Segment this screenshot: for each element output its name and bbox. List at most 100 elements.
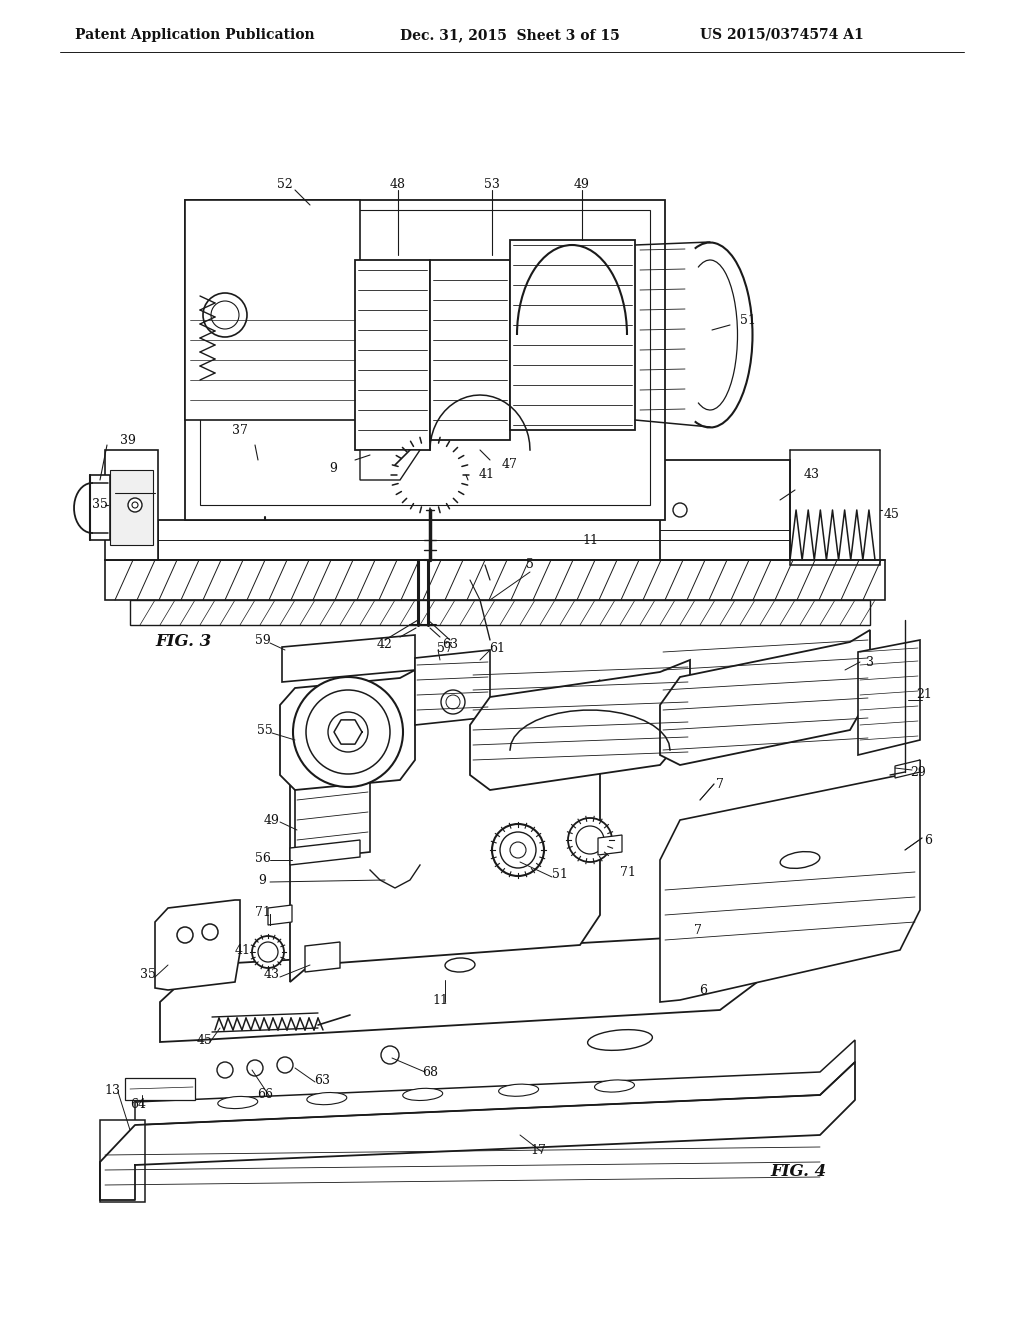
Polygon shape	[415, 649, 490, 725]
Polygon shape	[185, 201, 665, 520]
Text: FIG. 3: FIG. 3	[155, 634, 211, 651]
Text: 7: 7	[694, 924, 701, 936]
Text: 51: 51	[552, 869, 568, 882]
Text: 17: 17	[530, 1143, 546, 1156]
Circle shape	[673, 503, 687, 517]
Text: 6: 6	[924, 833, 932, 846]
Text: 29: 29	[910, 766, 926, 779]
Circle shape	[500, 832, 536, 869]
Circle shape	[258, 942, 278, 962]
Circle shape	[203, 293, 247, 337]
Circle shape	[231, 441, 299, 510]
Polygon shape	[280, 671, 415, 789]
Polygon shape	[100, 1119, 145, 1203]
Circle shape	[575, 826, 604, 854]
Ellipse shape	[588, 1030, 652, 1051]
Polygon shape	[160, 906, 780, 1041]
Text: 63: 63	[314, 1073, 330, 1086]
Circle shape	[293, 677, 403, 787]
Circle shape	[404, 449, 456, 502]
Text: 6: 6	[699, 983, 707, 997]
Circle shape	[177, 927, 193, 942]
Polygon shape	[282, 635, 415, 682]
Polygon shape	[105, 560, 885, 601]
Ellipse shape	[445, 958, 475, 972]
Text: US 2015/0374574 A1: US 2015/0374574 A1	[700, 28, 864, 42]
Polygon shape	[295, 780, 370, 861]
Polygon shape	[100, 1125, 135, 1200]
Polygon shape	[360, 450, 420, 480]
Ellipse shape	[218, 1097, 258, 1109]
Text: 39: 39	[120, 433, 136, 446]
Circle shape	[568, 818, 612, 862]
Text: 63: 63	[442, 639, 458, 652]
Ellipse shape	[499, 1084, 539, 1097]
Text: 49: 49	[264, 813, 280, 826]
Polygon shape	[105, 450, 158, 560]
Text: 47: 47	[502, 458, 518, 471]
Polygon shape	[268, 906, 292, 925]
Polygon shape	[660, 630, 870, 766]
Text: 64: 64	[130, 1098, 146, 1111]
Text: 35: 35	[140, 969, 156, 982]
Polygon shape	[290, 680, 600, 982]
Text: 68: 68	[422, 1065, 438, 1078]
Text: 3: 3	[866, 656, 874, 668]
Text: 56: 56	[255, 851, 271, 865]
Text: 9: 9	[258, 874, 266, 887]
Polygon shape	[290, 840, 360, 865]
Circle shape	[217, 1063, 233, 1078]
Circle shape	[252, 936, 284, 968]
Circle shape	[420, 465, 440, 484]
Polygon shape	[90, 475, 110, 540]
Text: 11: 11	[432, 994, 449, 1006]
Text: 41: 41	[479, 469, 495, 482]
Circle shape	[394, 440, 466, 511]
Text: 43: 43	[264, 969, 280, 982]
Circle shape	[492, 824, 544, 876]
Polygon shape	[660, 760, 920, 1002]
Circle shape	[202, 924, 218, 940]
Ellipse shape	[307, 1093, 347, 1105]
Text: 7: 7	[716, 779, 724, 792]
Text: 9: 9	[329, 462, 337, 474]
FancyBboxPatch shape	[125, 1078, 195, 1100]
Text: 11: 11	[582, 533, 598, 546]
Text: Dec. 31, 2015  Sheet 3 of 15: Dec. 31, 2015 Sheet 3 of 15	[400, 28, 620, 42]
Text: 53: 53	[484, 178, 500, 191]
Polygon shape	[200, 210, 650, 506]
Text: 59: 59	[255, 634, 271, 647]
Polygon shape	[158, 520, 790, 560]
Polygon shape	[510, 240, 635, 430]
Circle shape	[223, 433, 307, 517]
Circle shape	[132, 502, 138, 508]
Polygon shape	[305, 942, 340, 972]
Text: 71: 71	[621, 866, 636, 879]
Circle shape	[328, 711, 368, 752]
Text: 5: 5	[526, 558, 534, 572]
Polygon shape	[660, 459, 790, 560]
Text: 35: 35	[92, 499, 108, 511]
Text: 48: 48	[390, 178, 406, 191]
Text: Patent Application Publication: Patent Application Publication	[75, 28, 314, 42]
Text: 55: 55	[257, 723, 272, 737]
Text: 51: 51	[740, 314, 756, 326]
Text: 45: 45	[884, 508, 900, 521]
Text: 37: 37	[232, 424, 248, 437]
Polygon shape	[185, 201, 360, 420]
Text: 52: 52	[278, 178, 293, 191]
Circle shape	[247, 1060, 263, 1076]
Polygon shape	[598, 836, 622, 855]
Text: 21: 21	[916, 689, 932, 701]
Circle shape	[211, 301, 239, 329]
Text: 43: 43	[804, 469, 820, 482]
Circle shape	[278, 1057, 293, 1073]
Polygon shape	[155, 900, 240, 990]
Polygon shape	[110, 470, 153, 545]
Polygon shape	[135, 1040, 855, 1125]
Text: 42: 42	[377, 639, 393, 652]
Text: 13: 13	[104, 1084, 120, 1097]
Circle shape	[441, 690, 465, 714]
Polygon shape	[130, 601, 870, 624]
Text: 71: 71	[255, 906, 271, 919]
